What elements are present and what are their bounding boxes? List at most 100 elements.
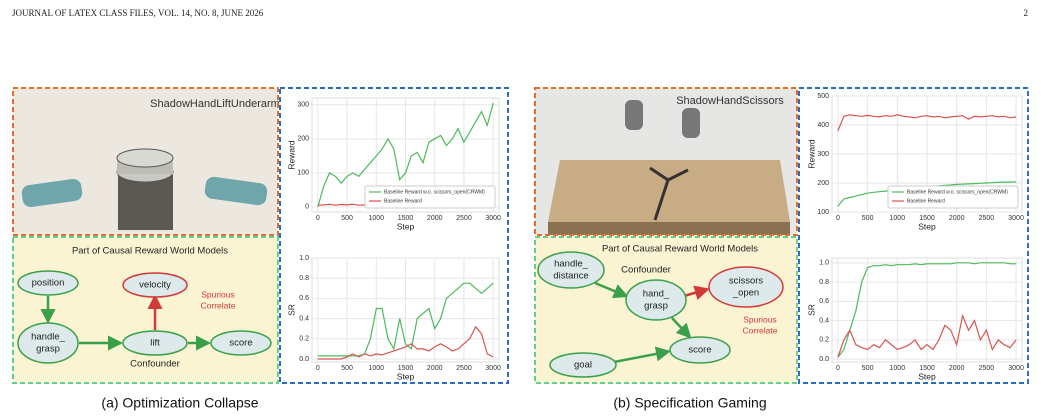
- y-tick-label: 0.0: [819, 356, 829, 363]
- y-tick-label: 0.4: [299, 315, 309, 322]
- node: [210, 330, 272, 356]
- x-axis-label: Step: [397, 221, 415, 231]
- spurious-label: Spurious: [201, 289, 235, 299]
- node-label: score: [229, 338, 252, 349]
- line: [317, 282, 494, 357]
- x-axis-label: Step: [918, 371, 936, 381]
- legend-box: [364, 185, 496, 209]
- box: [534, 87, 798, 236]
- x-tick-label: 1500: [919, 215, 935, 222]
- confounder-label: Confounder: [621, 265, 671, 276]
- node-label: position: [32, 278, 65, 289]
- y-tick-label: 0: [305, 204, 309, 211]
- hand-left: [21, 178, 83, 208]
- y-axis-label: Reward: [286, 140, 296, 170]
- x-tick-label: 0: [316, 365, 320, 372]
- node-label: grasp: [36, 344, 60, 355]
- node-label: hand_: [643, 289, 670, 300]
- x-tick-label: 3000: [485, 365, 501, 372]
- x-tick-label: 2500: [979, 215, 995, 222]
- x-tick-label: 1500: [919, 365, 935, 372]
- y-tick-label: 500: [817, 93, 829, 100]
- node: [625, 279, 687, 321]
- node: [549, 352, 617, 378]
- node-label: grasp: [644, 301, 668, 312]
- node: [708, 266, 784, 308]
- table-edge: [548, 222, 790, 235]
- image-title: ShadowHandLiftUnderarm: [150, 98, 280, 110]
- arrow: [594, 281, 629, 299]
- y-tick-label: 0.6: [299, 295, 309, 302]
- running-header: JOURNAL OF LATEX CLASS FILES, VOL. 14, N…: [12, 8, 264, 18]
- node: [122, 330, 188, 356]
- node-label: handle_: [31, 332, 66, 343]
- panel-a: ShadowHandLiftUnderarm Part of Causal Re…: [12, 87, 509, 411]
- x-tick-label: 3000: [485, 215, 501, 222]
- node: [17, 270, 79, 296]
- pedestal: [118, 175, 173, 230]
- arrow: [613, 346, 671, 364]
- spurious-label: Spurious: [743, 314, 777, 324]
- x-tick-label: 1000: [890, 365, 906, 372]
- y-tick-label: 1.0: [299, 255, 309, 262]
- y-tick-label: 100: [297, 170, 309, 177]
- image-title: ShadowHandScissors: [676, 95, 784, 107]
- y-tick-label: 300: [817, 151, 829, 158]
- x-tick-label: 3000: [1008, 365, 1024, 372]
- line: [317, 102, 494, 208]
- y-axis-label: Reward: [806, 139, 816, 169]
- x-tick-label: 2000: [949, 215, 965, 222]
- line: [837, 114, 1017, 132]
- caption: (b) Specification Gaming: [613, 395, 766, 411]
- x-tick-label: 0: [836, 215, 840, 222]
- diagram-title: Part of Causal Reward World Models: [602, 244, 758, 255]
- spurious-label: Correlate: [201, 300, 236, 310]
- node: [669, 336, 731, 364]
- box: [12, 236, 279, 384]
- box: [798, 87, 1029, 384]
- box: [534, 236, 798, 384]
- x-tick-label: 2500: [979, 365, 995, 372]
- hand: [625, 100, 643, 130]
- pot-lid: [116, 148, 174, 168]
- x-tick-label: 1500: [398, 215, 414, 222]
- arrow: [671, 317, 692, 339]
- x-tick-label: 500: [341, 215, 353, 222]
- spurious-label: Correlate: [743, 325, 778, 335]
- y-tick-label: 0.2: [819, 337, 829, 344]
- y-tick-label: 1.0: [819, 260, 829, 267]
- line: [837, 313, 1017, 358]
- x-tick-label: 1000: [890, 215, 906, 222]
- y-tick-label: 0.0: [299, 356, 309, 363]
- panel-b: ShadowHandScissors Part of Causal Reward…: [534, 87, 1029, 411]
- y-tick-label: 200: [297, 136, 309, 143]
- table: [548, 160, 790, 222]
- node: [122, 272, 188, 298]
- y-axis-label: SR: [286, 304, 296, 316]
- node: [17, 322, 79, 364]
- node-label: velocity: [139, 280, 171, 291]
- x-tick-label: 2500: [456, 365, 472, 372]
- y-tick-label: 0.6: [819, 298, 829, 305]
- x-tick-label: 1500: [398, 365, 414, 372]
- box: [12, 87, 279, 236]
- x-tick-label: 2000: [949, 365, 965, 372]
- line: [837, 262, 1017, 358]
- node-label: handle_: [554, 259, 589, 270]
- legend-label: Baseline Reward w.o. scissors_open(CRWM): [907, 189, 1008, 195]
- line: [317, 325, 494, 360]
- x-tick-label: 500: [862, 365, 874, 372]
- box: [279, 87, 509, 384]
- y-axis-label: SR: [806, 304, 816, 316]
- node-label: scissors: [729, 276, 764, 287]
- node-label: _open: [732, 288, 759, 299]
- scissors: [649, 166, 689, 221]
- x-tick-label: 2000: [427, 215, 443, 222]
- legend-label: Baseline Reward w.o. scissors_open(CRWM): [384, 189, 485, 195]
- y-tick-label: 200: [817, 180, 829, 187]
- x-tick-label: 2000: [427, 365, 443, 372]
- arrow: [683, 285, 710, 300]
- page-number: 2: [1024, 8, 1029, 18]
- hand: [682, 108, 700, 138]
